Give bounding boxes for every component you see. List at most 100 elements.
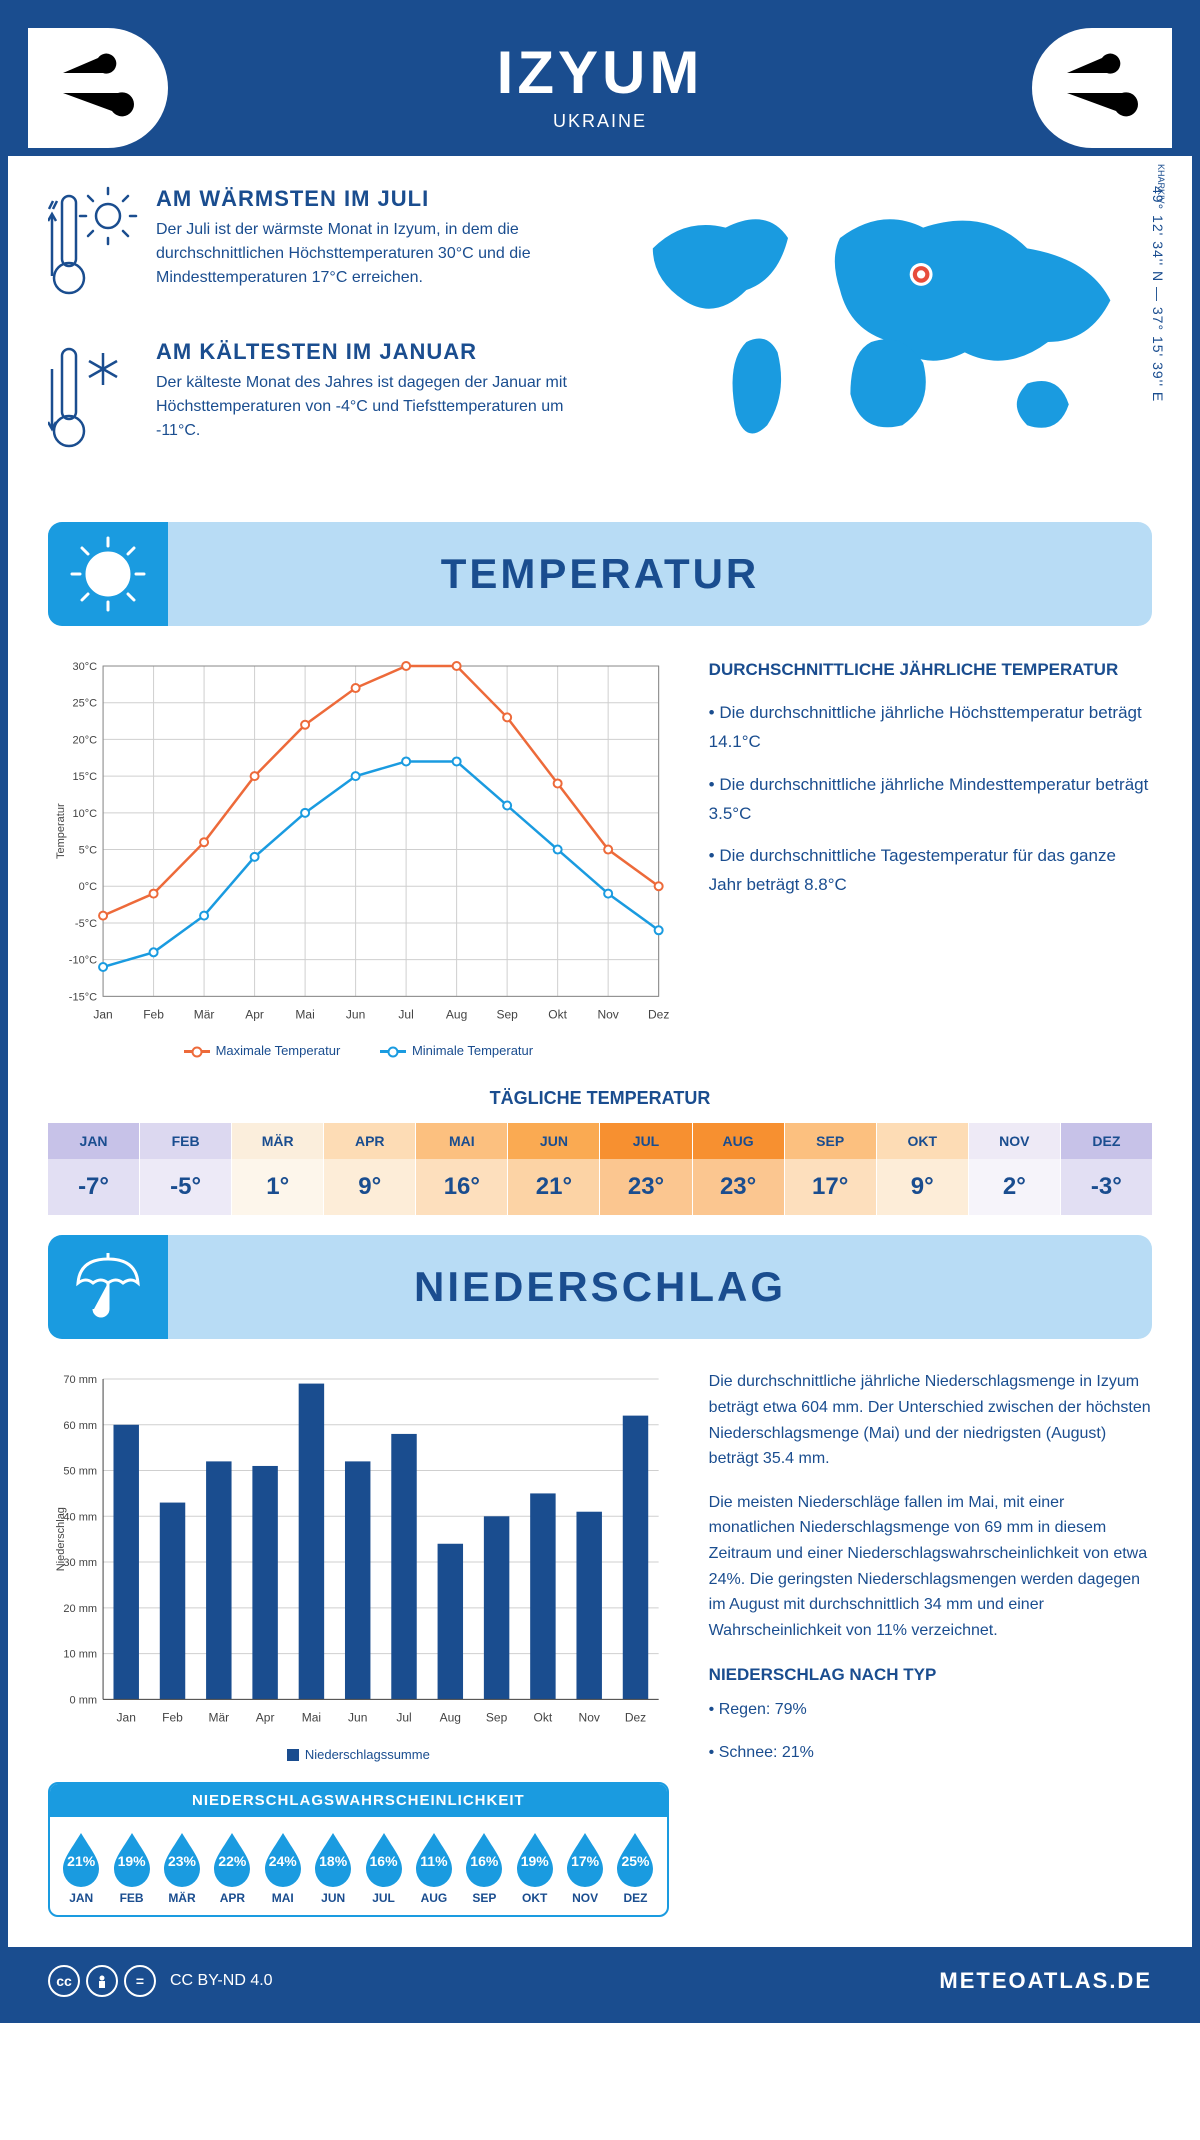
prob-cell: 16% JUL [358,1831,408,1905]
svg-text:20°C: 20°C [72,734,97,746]
cold-text: Der kälteste Monat des Jahres ist dagege… [156,371,602,443]
probability-heading: NIEDERSCHLAGSWAHRSCHEINLICHKEIT [50,1784,667,1817]
svg-text:Temperatur: Temperatur [55,803,67,859]
thermometer-sun-icon [48,186,138,311]
warm-fact: AM WÄRMSTEN IM JULI Der Juli ist der wär… [48,186,602,311]
nd-icon: = [124,1965,156,1997]
daily-cell: MAI 16° [416,1123,508,1215]
daily-cell: DEZ -3° [1061,1123,1152,1215]
svg-text:Aug: Aug [440,1711,461,1725]
svg-text:0°C: 0°C [79,881,98,893]
prob-cell: 24% MAI [258,1831,308,1905]
svg-text:70 mm: 70 mm [63,1374,97,1386]
probability-box: NIEDERSCHLAGSWAHRSCHEINLICHKEIT 21% JAN … [48,1782,669,1917]
temp-summary-heading: DURCHSCHNITTLICHE JÄHRLICHE TEMPERATUR [709,656,1152,685]
daily-temperature-table: JAN -7° FEB -5° MÄR 1° APR 9° MAI 16° JU… [48,1123,1152,1215]
prob-cell: 23% MÄR [157,1831,207,1905]
svg-text:0 mm: 0 mm [70,1695,98,1707]
precipitation-chart: 0 mm 10 mm 20 mm 30 mm 40 mm 50 mm 60 mm 70 mm J… [48,1369,669,1761]
svg-text:Jan: Jan [93,1007,112,1021]
daily-cell: APR 9° [324,1123,416,1215]
drop-icon: 17% [562,1831,608,1887]
svg-text:25°C: 25°C [72,698,97,710]
svg-text:Apr: Apr [256,1711,275,1725]
cc-icons: cc = [48,1965,156,1997]
svg-text:Apr: Apr [245,1007,264,1021]
drop-icon: 16% [461,1831,507,1887]
svg-text:30 mm: 30 mm [63,1557,97,1569]
drop-icon: 18% [310,1831,356,1887]
svg-text:10 mm: 10 mm [63,1649,97,1661]
svg-text:Mai: Mai [295,1007,314,1021]
precipitation-text: Die durchschnittliche jährliche Niedersc… [709,1369,1152,1916]
temperature-chart: -15°C-10°C-5°C0°C5°C10°C15°C20°C25°C30°C… [48,656,669,1058]
daily-title: TÄGLICHE TEMPERATUR [48,1088,1152,1109]
temperature-banner: TEMPERATUR [48,522,1152,626]
daily-cell: FEB -5° [140,1123,232,1215]
world-map: KHARKIV 49° 12' 34'' N — 37° 15' 39'' E [632,186,1152,492]
svg-text:5°C: 5°C [79,845,98,857]
svg-text:Feb: Feb [143,1007,164,1021]
drop-icon: 16% [361,1831,407,1887]
svg-text:Jan: Jan [117,1711,136,1725]
license-label: CC BY-ND 4.0 [170,1972,273,1990]
svg-text:Jun: Jun [348,1711,367,1725]
svg-text:15°C: 15°C [72,771,97,783]
drop-icon: 25% [612,1831,658,1887]
daily-cell: NOV 2° [969,1123,1061,1215]
drop-icon: 22% [209,1831,255,1887]
daily-cell: JUL 23° [600,1123,692,1215]
prob-cell: 19% OKT [510,1831,560,1905]
daily-cell: JAN -7° [48,1123,140,1215]
svg-text:Mär: Mär [208,1711,229,1725]
svg-text:Nov: Nov [597,1007,618,1021]
daily-cell: MÄR 1° [232,1123,324,1215]
intro-section: AM WÄRMSTEN IM JULI Der Juli ist der wär… [48,186,1152,492]
thermometer-snow-icon [48,339,138,464]
svg-text:40 mm: 40 mm [63,1512,97,1524]
svg-text:Dez: Dez [648,1007,669,1021]
precip-p1: Die durchschnittliche jährliche Niedersc… [709,1369,1152,1471]
svg-text:Niederschlag: Niederschlag [55,1507,67,1571]
temp-summary-2: • Die durchschnittliche jährliche Mindes… [709,771,1152,829]
precipitation-banner: NIEDERSCHLAG [48,1235,1152,1339]
section-title-precipitation: NIEDERSCHLAG [48,1263,1152,1311]
legend-min: Minimale Temperatur [412,1043,533,1058]
svg-text:30°C: 30°C [72,661,97,673]
svg-text:Okt: Okt [548,1007,567,1021]
drop-icon: 23% [159,1831,205,1887]
svg-text:Jul: Jul [398,1007,413,1021]
svg-text:Mär: Mär [194,1007,215,1021]
precip-type-heading: NIEDERSCHLAG NACH TYP [709,1661,1152,1688]
sun-icon [48,522,168,626]
daily-cell: AUG 23° [693,1123,785,1215]
temp-summary-3: • Die durchschnittliche Tagestemperatur … [709,842,1152,900]
section-title-temperature: TEMPERATUR [48,550,1152,598]
prob-cell: 11% AUG [409,1831,459,1905]
drop-icon: 19% [512,1831,558,1887]
legend-max: Maximale Temperatur [216,1043,341,1058]
svg-text:-15°C: -15°C [69,991,97,1003]
svg-text:Okt: Okt [534,1711,553,1725]
country-subtitle: UKRAINE [8,111,1192,132]
svg-text:50 mm: 50 mm [63,1466,97,1478]
site-name: METEOATLAS.DE [939,1968,1152,1994]
daily-cell: SEP 17° [785,1123,877,1215]
prob-cell: 18% JUN [308,1831,358,1905]
svg-text:20 mm: 20 mm [63,1603,97,1615]
svg-text:Aug: Aug [446,1007,467,1021]
precip-p2: Die meisten Niederschläge fallen im Mai,… [709,1490,1152,1644]
svg-text:60 mm: 60 mm [63,1420,97,1432]
svg-text:Jun: Jun [346,1007,365,1021]
daily-cell: JUN 21° [508,1123,600,1215]
precip-legend-label: Niederschlagssumme [305,1747,430,1762]
warm-title: AM WÄRMSTEN IM JULI [156,186,602,212]
svg-text:Feb: Feb [162,1711,183,1725]
prob-cell: 21% JAN [56,1831,106,1905]
prob-cell: 25% DEZ [610,1831,660,1905]
temp-legend: Maximale Temperatur Minimale Temperatur [48,1043,669,1058]
drop-icon: 24% [260,1831,306,1887]
precip-type-1: • Regen: 79% [709,1697,1152,1723]
temperature-summary: DURCHSCHNITTLICHE JÄHRLICHE TEMPERATUR •… [709,656,1152,1058]
prob-cell: 19% FEB [106,1831,156,1905]
